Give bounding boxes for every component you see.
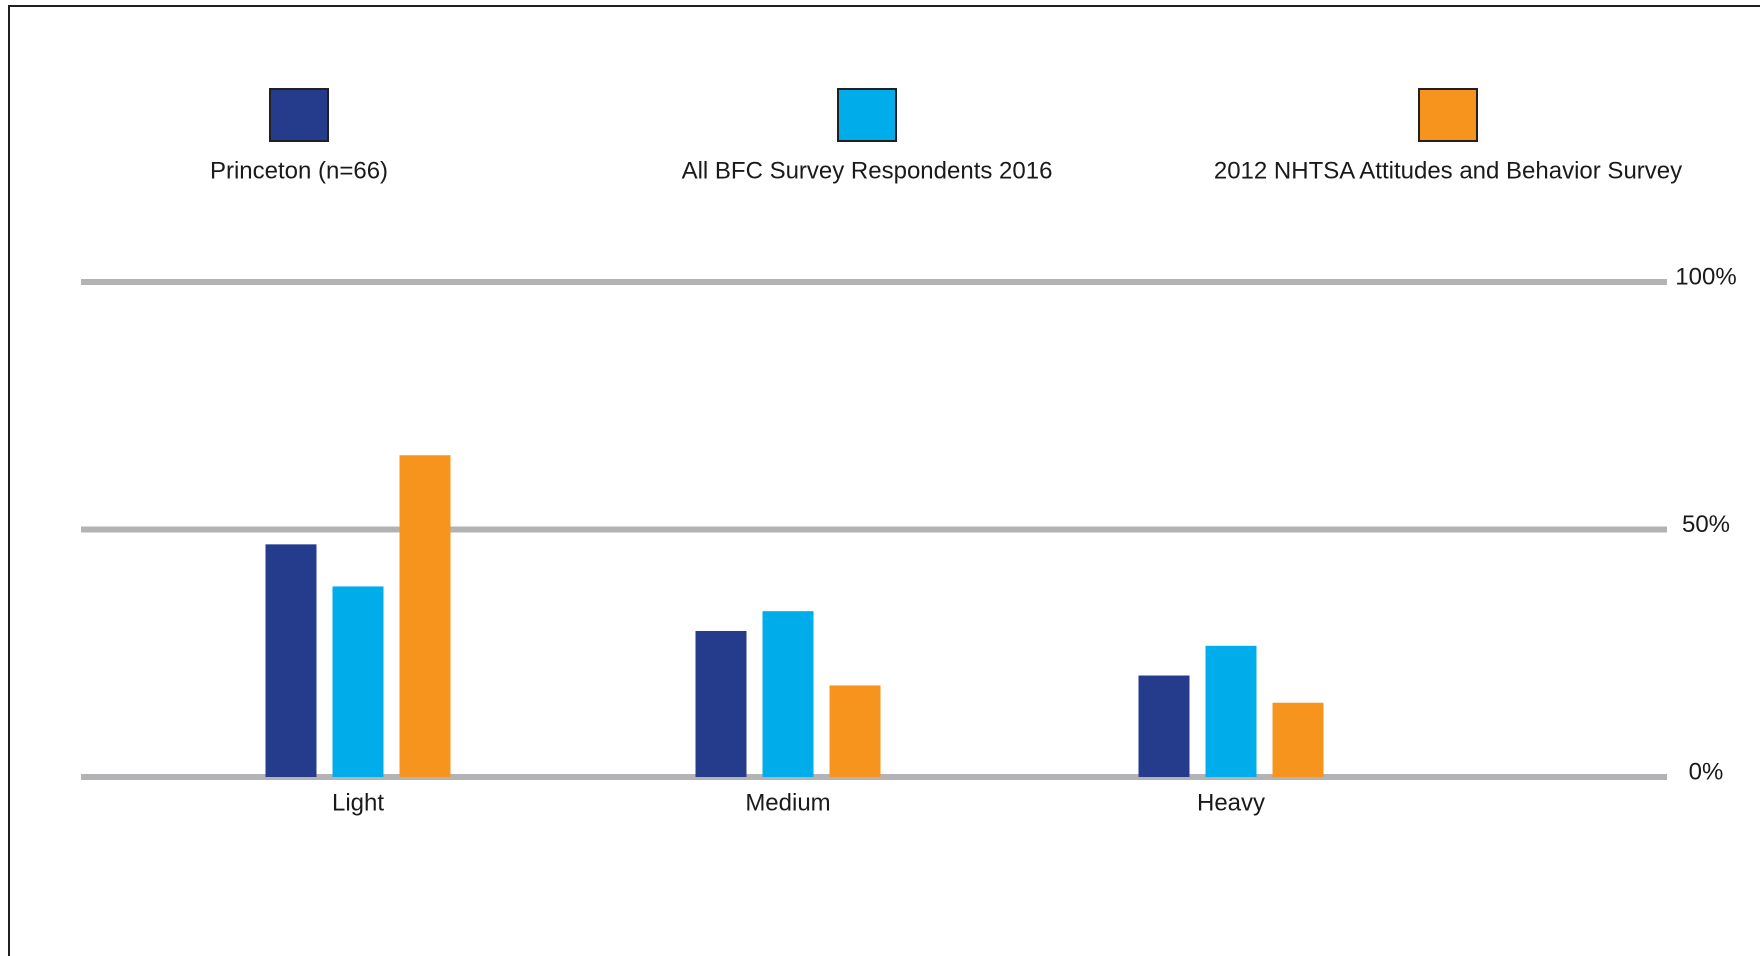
bar bbox=[762, 611, 814, 777]
legend-swatch bbox=[1418, 88, 1478, 142]
x-tick-label: Light bbox=[332, 789, 384, 816]
x-tick-label: Medium bbox=[745, 789, 830, 816]
bar bbox=[399, 455, 451, 777]
legend-label: 2012 NHTSA Attitudes and Behavior Survey bbox=[1214, 157, 1682, 184]
x-tick-label: Heavy bbox=[1197, 789, 1265, 816]
bar bbox=[695, 630, 747, 777]
bar bbox=[265, 544, 317, 777]
bar bbox=[1205, 645, 1257, 777]
bar bbox=[332, 586, 384, 777]
bar bbox=[829, 685, 881, 777]
bar bbox=[1272, 702, 1324, 777]
y-tick-label: 50% bbox=[1682, 511, 1730, 538]
legend-label: All BFC Survey Respondents 2016 bbox=[682, 157, 1053, 184]
legend-swatch bbox=[269, 88, 329, 142]
chart-frame bbox=[8, 5, 1760, 956]
bar bbox=[1138, 675, 1190, 777]
y-tick-label: 0% bbox=[1689, 758, 1724, 785]
legend-swatch bbox=[837, 88, 897, 142]
legend-label: Princeton (n=66) bbox=[210, 157, 388, 184]
y-tick-label: 100% bbox=[1675, 263, 1736, 290]
